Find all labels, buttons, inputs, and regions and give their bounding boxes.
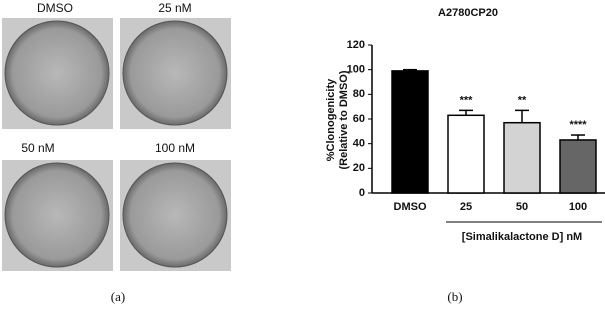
plate bbox=[122, 162, 228, 268]
y-tick-label: 60 bbox=[353, 113, 365, 125]
plate-label: 50 nM bbox=[21, 141, 54, 155]
y-tick-label: 40 bbox=[353, 138, 365, 150]
caption: (b) bbox=[447, 289, 462, 304]
plate bbox=[122, 20, 228, 126]
caption: (a) bbox=[111, 289, 125, 304]
significance: *** bbox=[460, 94, 474, 106]
y-tick-label: 100 bbox=[347, 64, 365, 76]
bar bbox=[503, 121, 541, 194]
y-tick-label: 120 bbox=[347, 39, 365, 51]
chart-title: A2780CP20 bbox=[438, 7, 498, 19]
plate-label: 25 nM bbox=[158, 1, 191, 15]
y-axis-label: %Clonogenicity bbox=[325, 78, 337, 161]
y-tick-label: 80 bbox=[353, 88, 365, 100]
x-axis-label: [Simalikalactone D] nM bbox=[462, 231, 582, 243]
y-tick-label: 0 bbox=[359, 187, 365, 199]
plate-label: DMSO bbox=[37, 1, 73, 15]
x-tick-label: DMSO bbox=[394, 201, 427, 213]
y-tick-label: 20 bbox=[353, 162, 365, 174]
bar bbox=[447, 114, 485, 194]
y-axis-label: (Relative to DMSO) bbox=[338, 70, 350, 169]
significance: ** bbox=[518, 94, 527, 106]
x-tick-label: 100 bbox=[569, 201, 587, 213]
significance: **** bbox=[569, 119, 587, 131]
x-tick-label: 50 bbox=[516, 201, 528, 213]
plate-label: 100 nM bbox=[155, 141, 195, 155]
plate bbox=[4, 162, 110, 268]
bar bbox=[391, 70, 429, 194]
plates bbox=[2, 18, 231, 271]
bar bbox=[559, 139, 597, 194]
x-tick-label: 25 bbox=[460, 201, 472, 213]
plate bbox=[4, 20, 110, 126]
